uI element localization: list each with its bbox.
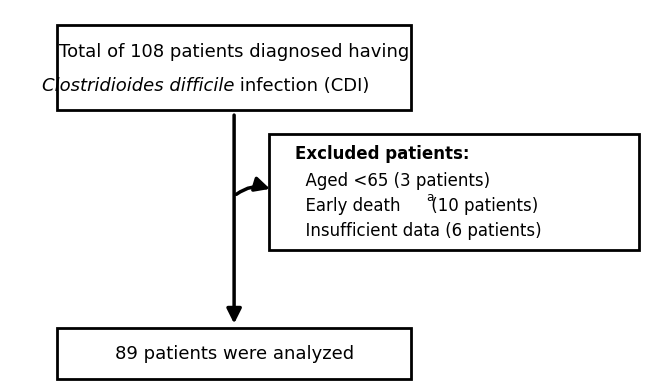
Text: Aged <65 (3 patients): Aged <65 (3 patients) [295, 172, 490, 190]
Text: a: a [425, 191, 434, 204]
Text: (10 patients): (10 patients) [425, 197, 538, 215]
FancyArrowPatch shape [236, 178, 266, 194]
Text: Early death: Early death [295, 197, 401, 215]
Text: infection (CDI): infection (CDI) [234, 77, 369, 95]
FancyBboxPatch shape [58, 328, 411, 379]
Text: 89 patients were analyzed: 89 patients were analyzed [114, 345, 354, 363]
Text: Insufficient data (6 patients): Insufficient data (6 patients) [295, 222, 542, 240]
Text: Clostridioides difficile: Clostridioides difficile [41, 77, 234, 95]
FancyBboxPatch shape [58, 25, 411, 111]
FancyBboxPatch shape [270, 134, 639, 250]
Text: Excluded patients:: Excluded patients: [295, 145, 470, 163]
Text: Total of 108 patients diagnosed having: Total of 108 patients diagnosed having [59, 43, 409, 61]
